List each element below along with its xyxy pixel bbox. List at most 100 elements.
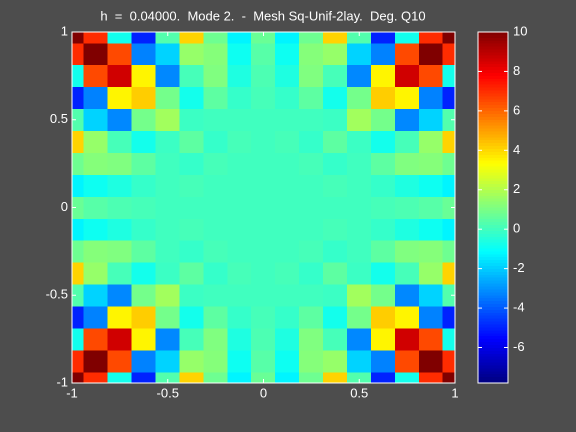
colorbar-swatch <box>478 368 508 372</box>
heatmap-cell <box>418 86 444 110</box>
heatmap-cell <box>203 371 228 383</box>
heatmap-cell <box>346 86 372 110</box>
heatmap-cell <box>346 349 372 373</box>
colorbar-swatch <box>478 336 508 340</box>
heatmap-cell <box>394 42 420 66</box>
heatmap-cell <box>107 152 133 175</box>
heatmap-cell <box>442 218 455 241</box>
heatmap-cell <box>418 262 444 285</box>
colorbar-swatch <box>478 201 508 206</box>
heatmap-cell <box>299 240 324 263</box>
colorbar-swatch <box>478 312 508 317</box>
colorbar-swatch <box>478 318 508 323</box>
heatmap-cell <box>179 218 204 241</box>
x-tick-label: 1 <box>451 385 458 400</box>
heatmap-cell <box>394 305 420 329</box>
colorbar-swatch <box>478 93 508 97</box>
heatmap-cell <box>107 305 133 329</box>
heatmap-cell <box>107 327 133 351</box>
heatmap-cell <box>155 42 181 66</box>
heatmap-cell <box>299 108 324 132</box>
heatmap-cell <box>203 349 228 373</box>
heatmap-cell <box>442 152 455 175</box>
heatmap-cell <box>155 32 181 44</box>
heatmap-cell <box>323 305 348 329</box>
heatmap-cell <box>131 152 157 175</box>
heatmap-cell <box>251 108 276 132</box>
heatmap-cell <box>107 42 133 66</box>
heatmap-cell <box>442 371 455 383</box>
heatmap-cell <box>418 240 444 263</box>
heatmap-cell <box>227 130 252 153</box>
heatmap-cell <box>251 371 276 383</box>
heatmap-cell <box>370 108 396 132</box>
colorbar-tick-label: 10 <box>513 23 527 38</box>
heatmap-cell <box>251 305 276 329</box>
heatmap-cell <box>179 32 204 44</box>
y-tick-label: -0.5 <box>46 287 68 302</box>
heatmap-cell <box>83 305 109 329</box>
heatmap-cell <box>227 240 252 263</box>
colorbar-swatch <box>478 87 508 91</box>
colorbar-swatch <box>478 67 508 71</box>
heatmap-cell <box>275 152 300 175</box>
heatmap-cell <box>72 240 85 263</box>
heatmap-cell <box>346 218 372 241</box>
colorbar-tick-label: 2 <box>513 181 520 196</box>
colorbar-swatch <box>478 362 508 366</box>
heatmap-cell <box>346 240 372 263</box>
colorbar-swatch <box>478 149 508 153</box>
heatmap-cell <box>299 327 324 351</box>
heatmap-cell <box>155 305 181 329</box>
heatmap-cell <box>179 349 204 373</box>
heatmap-cell <box>442 64 455 88</box>
colorbar-swatch <box>478 184 508 188</box>
heatmap-cell <box>394 64 420 88</box>
heatmap-cell <box>227 349 252 373</box>
heatmap-cell <box>251 262 276 285</box>
heatmap-cell <box>155 218 181 241</box>
colorbar-swatch <box>478 169 508 173</box>
heatmap-cell <box>155 196 181 219</box>
heatmap-cell <box>394 349 420 373</box>
heatmap-cell <box>394 196 420 219</box>
heatmap-cell <box>442 130 455 153</box>
heatmap-cell <box>203 327 228 351</box>
colorbar-swatch <box>478 236 508 241</box>
heatmap-cell <box>155 327 181 351</box>
heatmap-cell <box>442 32 455 44</box>
heatmap-cell <box>131 349 157 373</box>
heatmap-cell <box>72 174 85 197</box>
heatmap-cell <box>72 371 85 383</box>
heatmap-cell <box>251 196 276 219</box>
heatmap-cell <box>418 371 444 383</box>
heatmap-cell <box>275 32 300 44</box>
heatmap-cell <box>131 32 157 44</box>
heatmap-cell <box>179 152 204 175</box>
heatmap-cell <box>275 130 300 153</box>
colorbar-swatch <box>478 230 508 235</box>
colorbar-tick-label: -4 <box>513 300 525 315</box>
heatmap-cell <box>418 305 444 329</box>
heatmap-cell <box>418 32 444 44</box>
colorbar-swatch <box>478 61 508 65</box>
heatmap-cell <box>72 42 85 66</box>
heatmap-cell <box>179 262 204 285</box>
heatmap-cell <box>370 305 396 329</box>
heatmap-cell <box>370 349 396 373</box>
heatmap-cell <box>203 86 228 110</box>
heatmap-cell <box>418 349 444 373</box>
heatmap-cell <box>227 64 252 88</box>
heatmap-cell <box>442 240 455 263</box>
heatmap-cell <box>299 64 324 88</box>
heatmap-cell <box>131 64 157 88</box>
colorbar-swatch <box>478 64 508 68</box>
heatmap-cell <box>323 174 348 197</box>
colorbar-swatch <box>478 143 508 147</box>
heatmap-cell <box>275 174 300 197</box>
colorbar-swatch <box>478 315 508 320</box>
colorbar-swatch <box>478 195 508 200</box>
colorbar-swatch <box>478 110 508 115</box>
colorbar-swatch <box>478 242 508 247</box>
heatmap-cell <box>394 86 420 110</box>
